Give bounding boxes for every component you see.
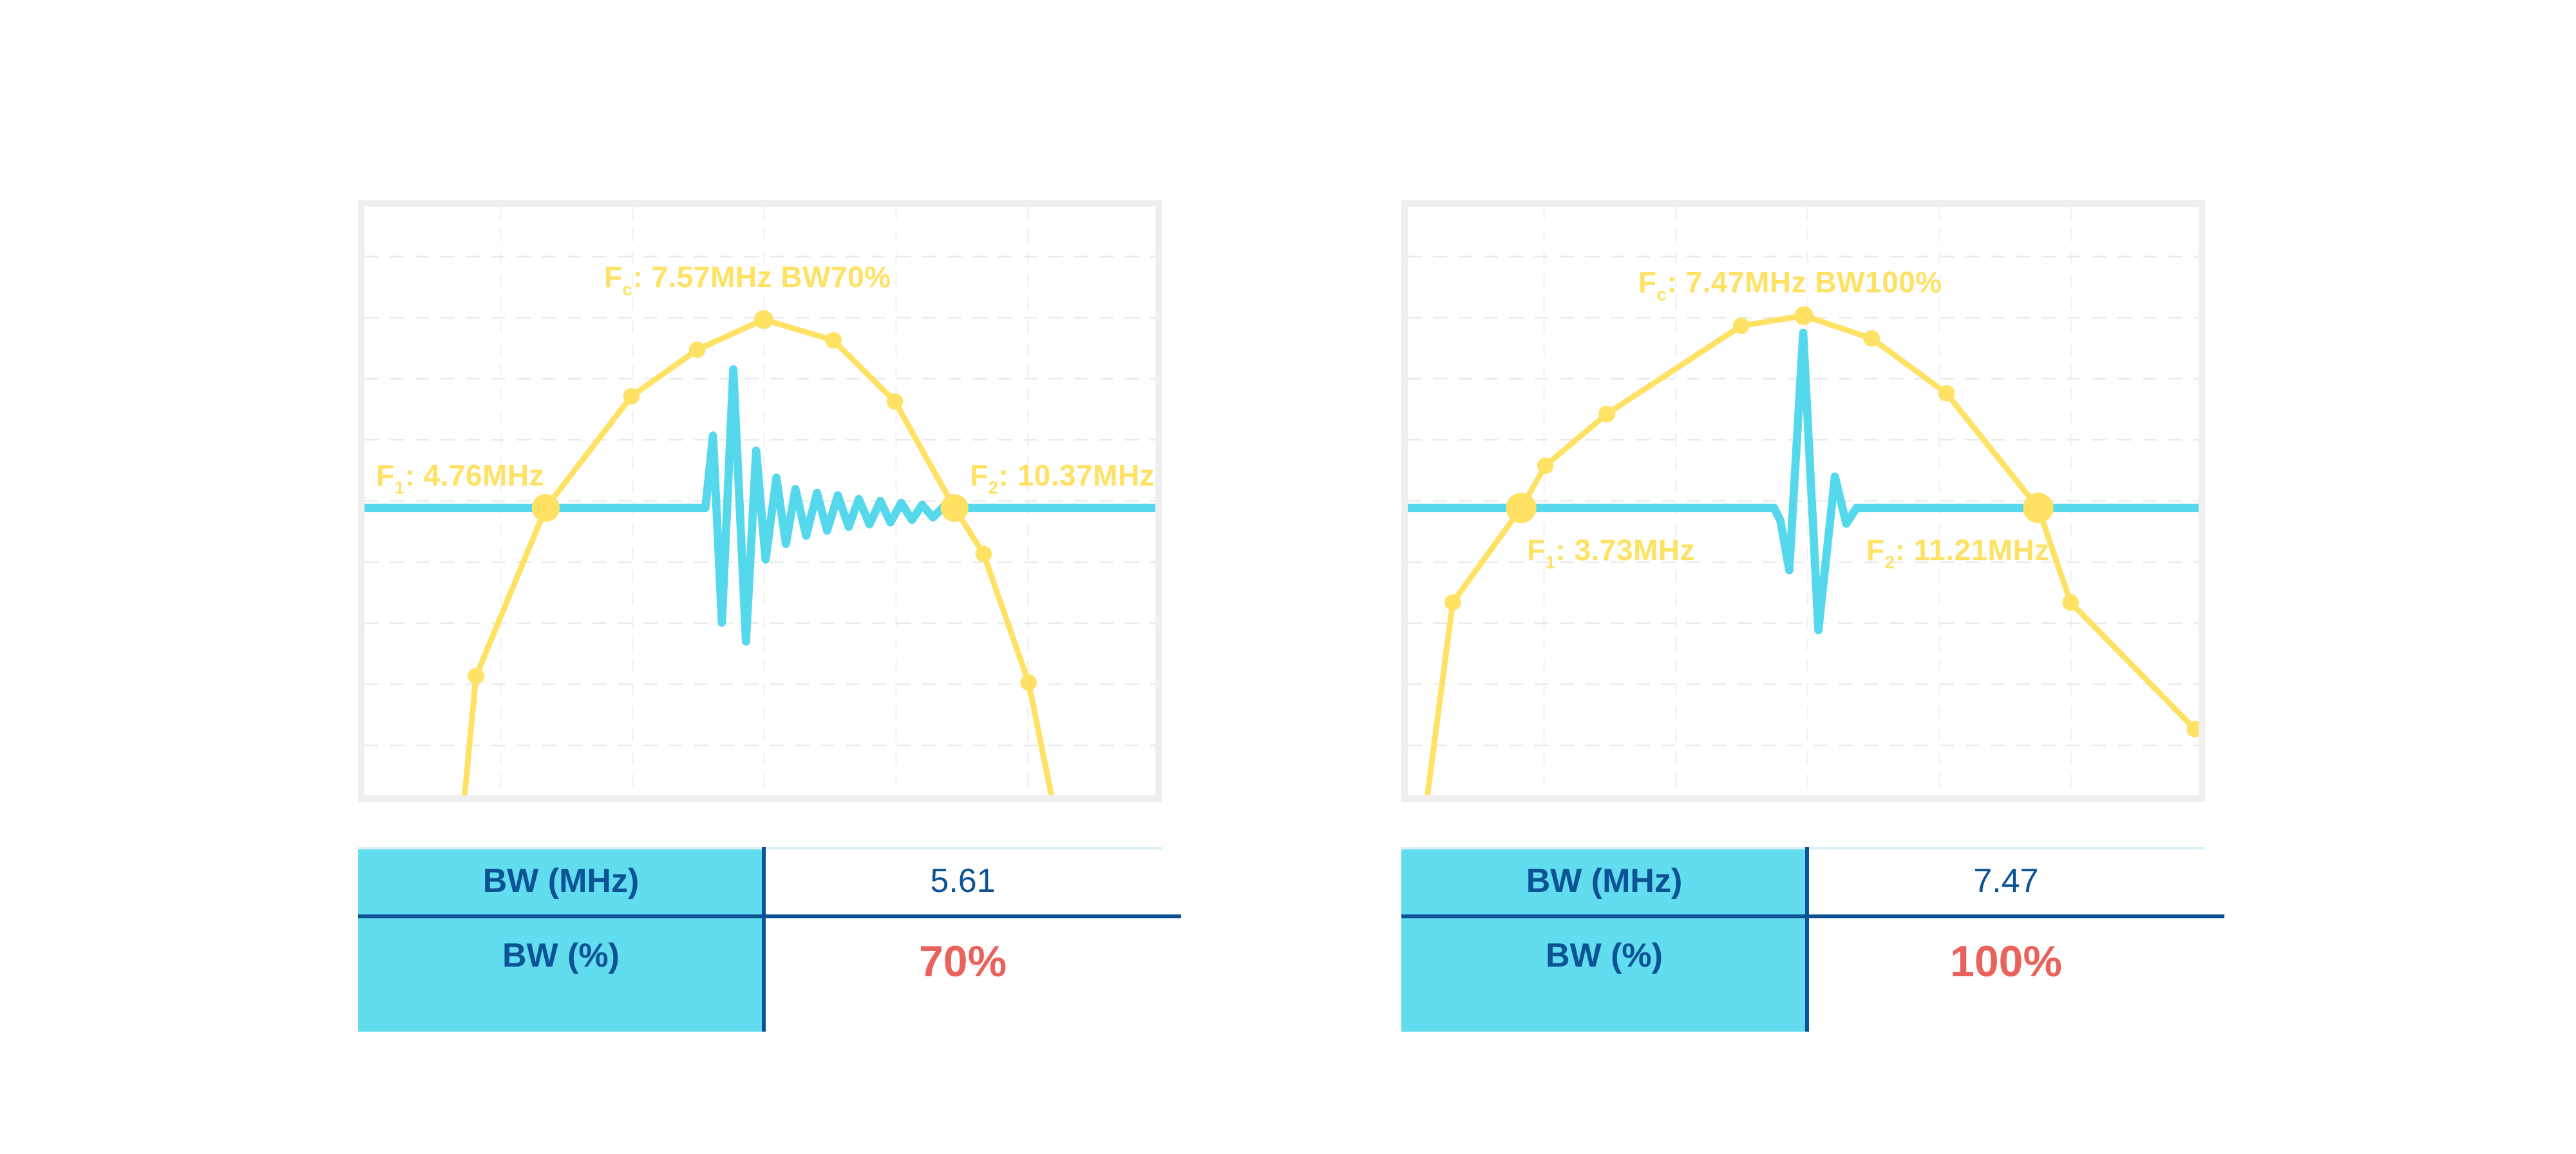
table-label-column	[358, 847, 764, 1032]
bw-pct-label-cell: BW (%)	[1546, 937, 1663, 974]
label-base: F	[1638, 265, 1657, 299]
label-text: : 7.57MHz BW70%	[632, 260, 891, 294]
bandwidth-table-100: BW (MHz) 7.47 BW (%) 100%	[1401, 847, 2224, 1032]
fc-label: Fc: 7.47MHz BW100%	[1638, 266, 1942, 305]
f1-label: F1: 4.76MHz	[376, 459, 544, 498]
table-divider-horizontal	[1401, 914, 2224, 918]
label-text: : 3.73MHz	[1555, 533, 1696, 567]
spectrum-chart-100: Fc: 7.47MHz BW100% F1: 3.73MHz F2: 11.21…	[1401, 200, 2205, 802]
bandwidth-panel-100: Fc: 7.47MHz BW100% F1: 3.73MHz F2: 11.21…	[1401, 200, 2224, 1032]
spectrum-chart-svg	[1408, 207, 2199, 795]
table-divider-horizontal	[358, 914, 1181, 918]
table-top-border	[1401, 847, 2205, 849]
label-sub: 2	[1884, 552, 1895, 572]
bw-pct-value-cell: 100%	[1950, 937, 2062, 986]
table-row: BW (%) 70%	[358, 918, 1162, 1032]
label-base: F	[1866, 533, 1885, 567]
gridlines	[365, 207, 1155, 795]
label-sub: 1	[394, 477, 405, 498]
f2-label: F2: 10.37MHz	[970, 459, 1155, 498]
f1-label: F1: 3.73MHz	[1527, 534, 1695, 572]
bw-mhz-label-cell: BW (MHz)	[1526, 862, 1683, 900]
pulse-waveform	[1408, 328, 2199, 634]
label-base: F	[604, 260, 623, 294]
label-text: : 7.47MHz BW100%	[1667, 265, 1942, 299]
spectrum-chart-svg	[365, 207, 1155, 795]
bw-mhz-value-cell: 7.47	[1973, 862, 2039, 900]
label-base: F	[970, 459, 989, 492]
bw-pct-label-cell: BW (%)	[502, 937, 620, 974]
pulse-waveform	[365, 365, 1155, 646]
bandwidth-panel-70: Fc: 7.57MHz BW70% F1: 4.76MHz F2: 10.37M…	[358, 200, 1181, 1032]
spectrum-markers	[468, 310, 1037, 691]
bandwidth-table-70: BW (MHz) 5.61 BW (%) 70%	[358, 847, 1181, 1032]
label-sub: c	[1656, 284, 1667, 305]
f2-label: F2: 11.21MHz	[1866, 534, 2050, 572]
table-top-border	[358, 847, 1162, 849]
label-text: : 10.37MHz	[998, 459, 1155, 492]
bw-pct-value-cell: 70%	[918, 937, 1007, 986]
label-text: : 4.76MHz	[404, 459, 545, 492]
table-row: BW (%) 100%	[1401, 918, 2205, 1032]
label-base: F	[1527, 533, 1546, 567]
spectrum-curve	[1425, 312, 2198, 795]
table-row: BW (MHz) 7.47	[1401, 847, 2205, 914]
spectrum-chart-70: Fc: 7.57MHz BW70% F1: 4.76MHz F2: 10.37M…	[358, 200, 1162, 802]
bw-mhz-label-cell: BW (MHz)	[482, 862, 639, 900]
label-base: F	[376, 459, 395, 492]
table-divider-vertical	[762, 847, 766, 1032]
label-sub: c	[622, 279, 633, 299]
bw-mhz-value-cell: 5.61	[930, 862, 996, 900]
spectrum-curve	[462, 316, 1055, 795]
table-label-column	[1401, 847, 1807, 1032]
label-sub: 1	[1545, 552, 1556, 572]
fc-label: Fc: 7.57MHz BW70%	[604, 261, 891, 299]
label-text: : 11.21MHz	[1895, 533, 2050, 567]
label-sub: 2	[988, 477, 999, 498]
table-row: BW (MHz) 5.61	[358, 847, 1162, 914]
spectrum-markers	[1444, 306, 2199, 737]
table-divider-vertical	[1805, 847, 1809, 1032]
